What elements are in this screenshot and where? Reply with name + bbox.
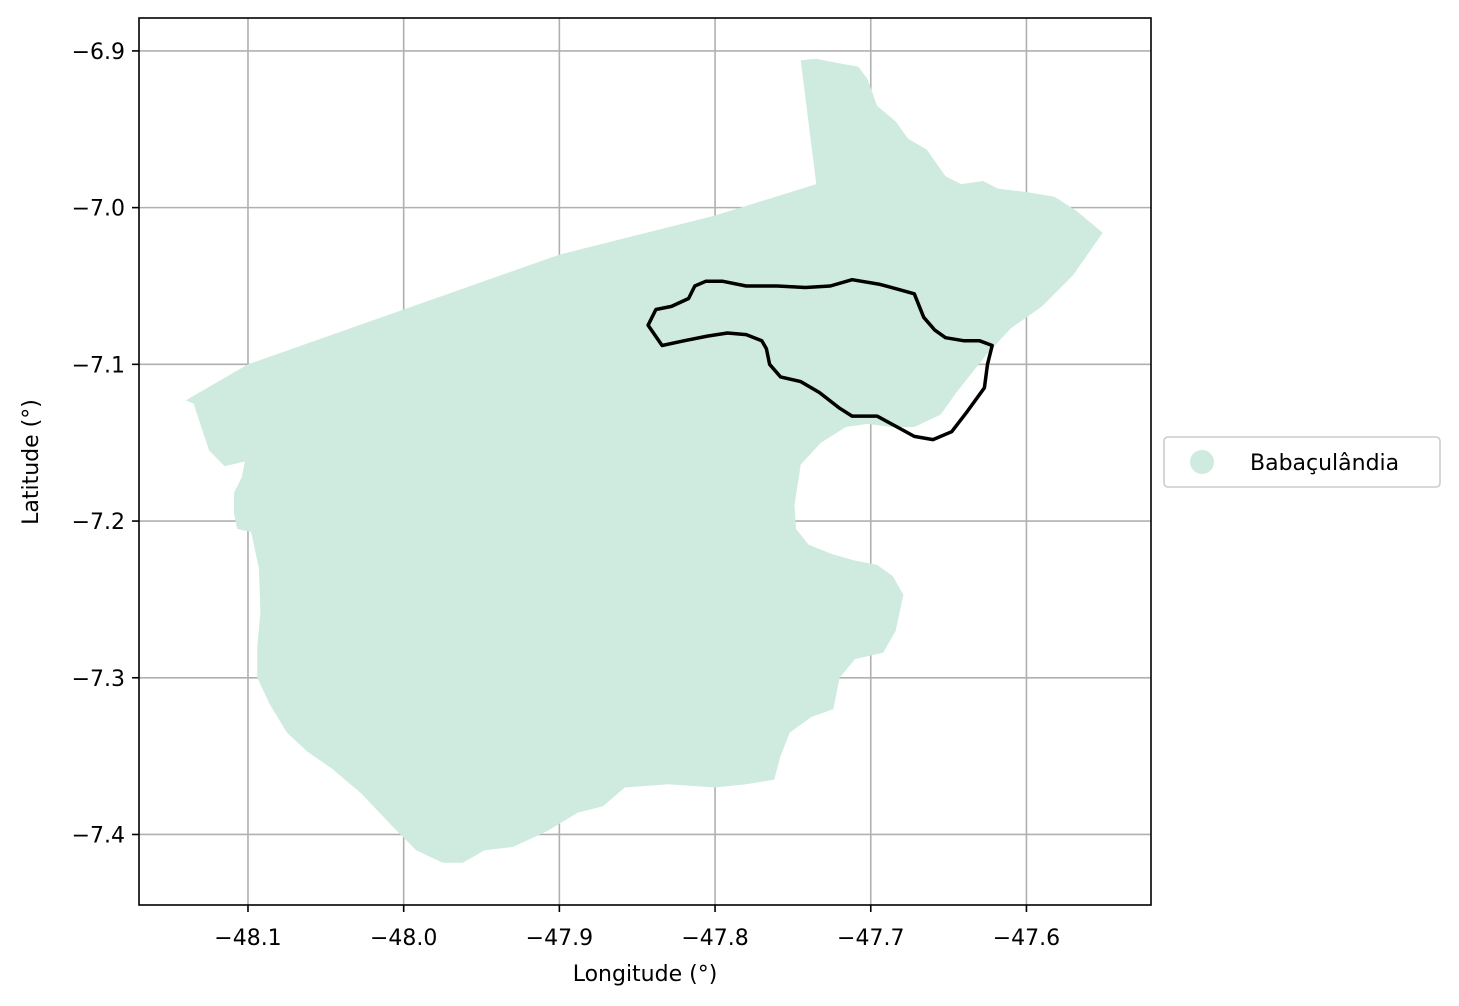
x-tick-label: −47.8 (681, 926, 748, 951)
legend-box (1163, 436, 1441, 488)
municipality-area (185, 58, 1103, 863)
y-tick-label: −7.0 (72, 197, 125, 222)
x-tick-label: −48.0 (370, 926, 437, 951)
x-tick-label: −48.1 (214, 926, 281, 951)
x-tick-label: −47.9 (526, 926, 593, 951)
legend-marker-icon (1190, 450, 1214, 474)
legend-label: Babaçulândia (1250, 451, 1399, 476)
y-tick-label: −7.4 (72, 823, 125, 848)
axis-ticks: −48.1 −48.0 −47.9 −47.8 −47.7 −47.6 −6.9 −7.0 −7… (72, 40, 1061, 951)
y-tick-label: −6.9 (72, 40, 125, 65)
y-tick-label: −7.1 (72, 353, 125, 378)
y-axis-label: Latitude (°) (19, 399, 44, 525)
x-axis-label: Longitude (°) (573, 962, 718, 987)
x-tick-label: −47.6 (993, 926, 1060, 951)
x-tick-label: −47.7 (837, 926, 904, 951)
plot-frame (138, 17, 1152, 906)
reservoir-outline (646, 277, 994, 442)
legend: Babaçulândia (1163, 436, 1441, 488)
y-tick-label: −7.2 (72, 510, 125, 535)
y-tick-label: −7.3 (72, 667, 125, 692)
